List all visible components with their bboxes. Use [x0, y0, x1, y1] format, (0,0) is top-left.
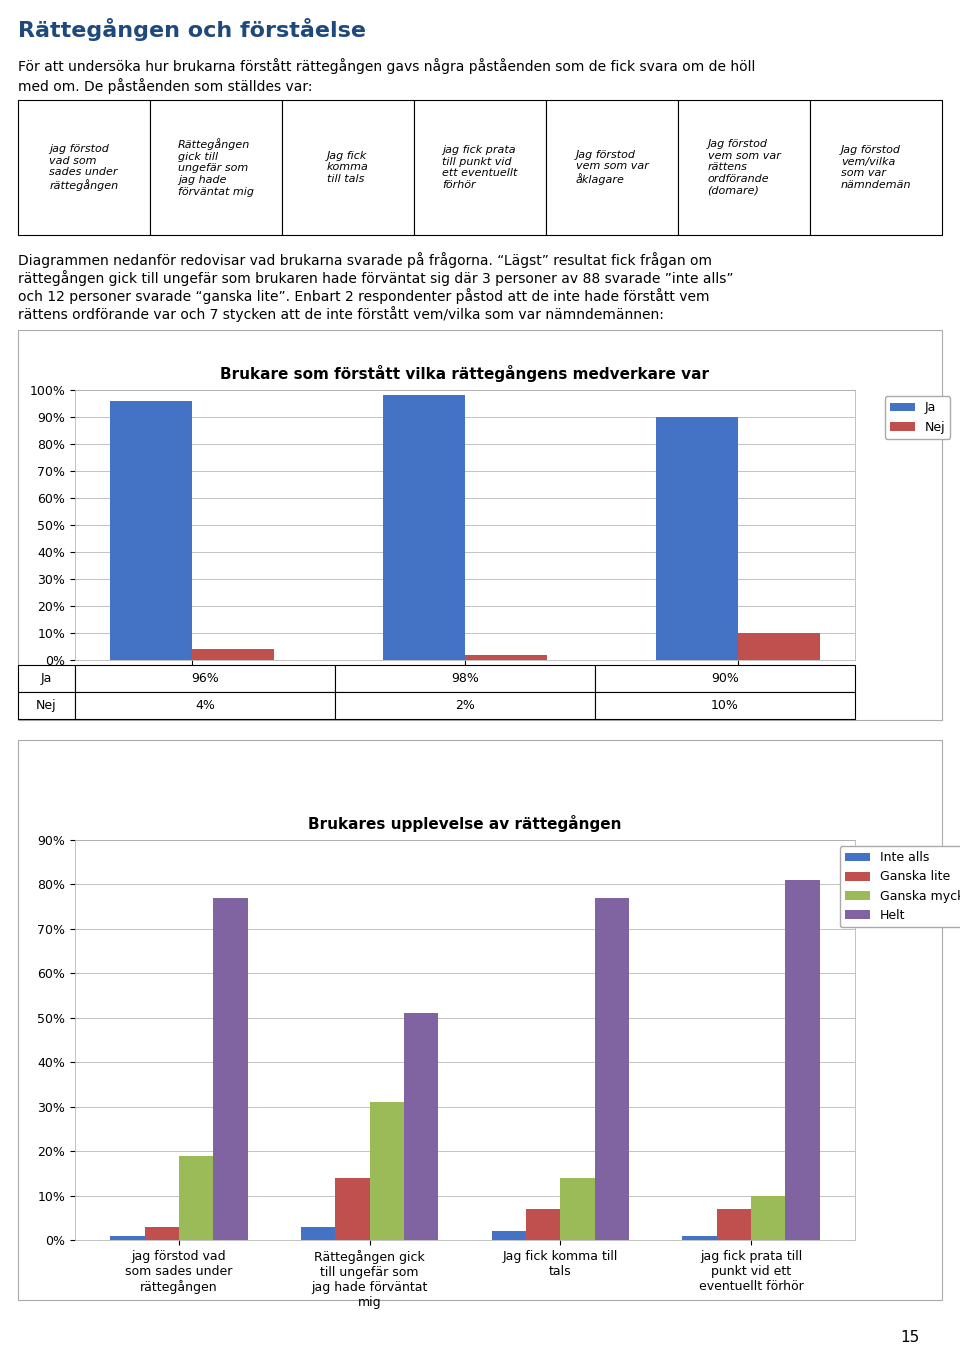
Text: rättegången gick till ungefär som brukaren hade förväntat sig där 3 personer av : rättegången gick till ungefär som brukar…: [18, 270, 733, 286]
Text: 96%: 96%: [191, 673, 219, 685]
Text: 15: 15: [900, 1330, 920, 1345]
Bar: [383, 396, 465, 660]
Legend: Ja, Nej: Ja, Nej: [884, 396, 950, 438]
Bar: [404, 1014, 439, 1240]
Bar: [192, 649, 275, 660]
Bar: [561, 1178, 594, 1240]
Bar: [751, 1196, 785, 1240]
Bar: [370, 1103, 404, 1240]
Bar: [465, 655, 547, 660]
Text: För att undersöka hur brukarna förstått rättegången gavs några påståenden som de: För att undersöka hur brukarna förstått …: [18, 58, 756, 74]
Bar: [683, 1236, 716, 1240]
Text: Diagrammen nedanför redovisar vad brukarna svarade på frågorna. “Lägst” resultat: Diagrammen nedanför redovisar vad brukar…: [18, 252, 712, 269]
Bar: [301, 1226, 335, 1240]
Title: Brukares upplevelse av rättegången: Brukares upplevelse av rättegången: [308, 815, 622, 832]
Bar: [737, 633, 820, 660]
Legend: Inte alls, Ganska lite, Ganska mycket, Helt: Inte alls, Ganska lite, Ganska mycket, H…: [840, 847, 960, 927]
Text: Rättegången
gick till
ungefär som
jag hade
förväntat mig: Rättegången gick till ungefär som jag ha…: [178, 138, 254, 197]
Bar: [785, 880, 820, 1240]
Bar: [716, 1208, 751, 1240]
Text: 4%: 4%: [195, 699, 215, 712]
Text: 90%: 90%: [711, 673, 739, 685]
Bar: [656, 416, 737, 660]
Bar: [145, 1226, 180, 1240]
Text: 2%: 2%: [455, 699, 475, 712]
Text: och 12 personer svarade “ganska lite”. Enbart 2 respondenter påstod att de inte : och 12 personer svarade “ganska lite”. E…: [18, 288, 709, 304]
Text: Jag förstod
vem/vilka
som var
nämndemän: Jag förstod vem/vilka som var nämndemän: [841, 145, 911, 190]
Bar: [180, 1155, 213, 1240]
Bar: [110, 401, 192, 660]
Text: 98%: 98%: [451, 673, 479, 685]
Text: rättens ordförande var och 7 stycken att de inte förstått vem/vilka som var nämn: rättens ordförande var och 7 stycken att…: [18, 306, 664, 322]
Text: jag förstod
vad som
sades under
rättegången: jag förstod vad som sades under rättegån…: [49, 144, 119, 190]
Title: Brukare som förstått vilka rättegångens medverkare var: Brukare som förstått vilka rättegångens …: [221, 364, 709, 382]
Bar: [594, 897, 629, 1240]
Bar: [526, 1208, 561, 1240]
Text: Rättegången och förståelse: Rättegången och förståelse: [18, 18, 366, 41]
Text: Jag förstod
vem som var
åklagare: Jag förstod vem som var åklagare: [576, 149, 648, 185]
Text: Ja: Ja: [41, 673, 52, 685]
Bar: [213, 897, 248, 1240]
Text: med om. De påståenden som ställdes var:: med om. De påståenden som ställdes var:: [18, 78, 313, 95]
Bar: [110, 1236, 145, 1240]
Text: jag fick prata
till punkt vid
ett eventuellt
förhör: jag fick prata till punkt vid ett eventu…: [443, 145, 517, 190]
Text: Jag fick
komma
till tals: Jag fick komma till tals: [327, 151, 369, 184]
Text: Jag förstod
vem som var
rättens
ordförande
(domare): Jag förstod vem som var rättens ordföran…: [708, 140, 780, 196]
Bar: [335, 1178, 370, 1240]
Text: 10%: 10%: [711, 699, 739, 712]
Bar: [492, 1232, 526, 1240]
Text: Nej: Nej: [36, 699, 57, 712]
